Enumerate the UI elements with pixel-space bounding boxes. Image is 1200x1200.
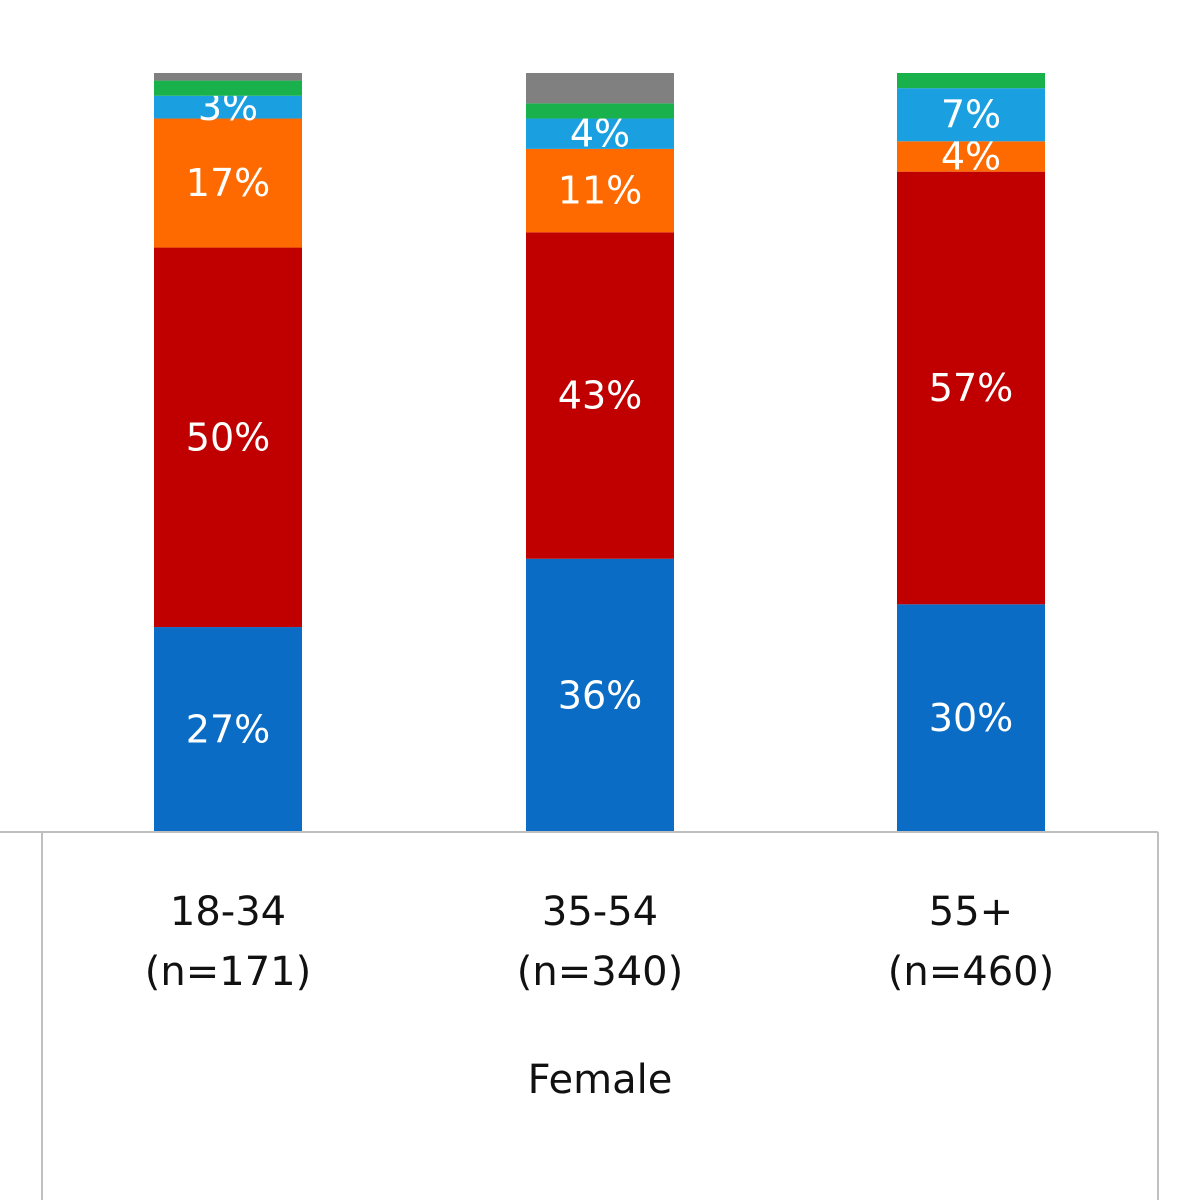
bar-segment-light-blue <box>897 88 1045 142</box>
bar-segment-blue <box>526 558 674 832</box>
sample-size-label: (n=460) <box>888 949 1054 995</box>
category-label: 18-34 <box>170 889 286 935</box>
category-label: 35-54 <box>542 889 658 935</box>
bar-data-label: 30% <box>929 696 1013 740</box>
bar-segment-dark-red <box>897 171 1045 605</box>
bar-data-label: 50% <box>186 415 270 459</box>
bar-segment-gray <box>154 73 302 81</box>
bar-data-label: 4% <box>941 134 1001 178</box>
bar-segment-blue <box>154 627 302 832</box>
bar-data-label: 11% <box>558 169 642 213</box>
bar-segment-dark-red <box>526 232 674 559</box>
bar-data-label: 36% <box>558 673 642 717</box>
bar-segment-green <box>897 73 1045 89</box>
bars-layer: 27%50%17%3%36%43%11%4%30%57%4%7% <box>154 73 1045 832</box>
group-label: Female <box>528 1057 673 1103</box>
bar-segment-orange <box>897 141 1045 172</box>
bar-data-label: 17% <box>186 161 270 205</box>
bar-segment-light-blue <box>526 118 674 149</box>
category-axis: 18-34 (n=171) 35-54 (n=340) 55+ (n=460) … <box>0 831 1159 1200</box>
bar-data-label: 43% <box>558 374 642 418</box>
bar-segment-blue <box>897 604 1045 832</box>
bar-segment-light-blue <box>154 95 302 119</box>
sample-size-label: (n=171) <box>145 949 311 995</box>
bar-data-label: 27% <box>186 708 270 752</box>
bar-data-label: 7% <box>941 93 1001 137</box>
bar-data-label: 4% <box>570 112 630 156</box>
bar-segment-green <box>154 80 302 96</box>
category-label: 55+ <box>929 889 1013 935</box>
bar-segment-orange <box>526 148 674 233</box>
bar-segment-gray <box>526 73 674 104</box>
sample-size-label: (n=340) <box>517 949 683 995</box>
bar-segment-dark-red <box>154 247 302 628</box>
bar-segment-orange <box>154 118 302 248</box>
bar-segment-green <box>526 103 674 119</box>
bar-data-label: 57% <box>929 366 1013 410</box>
